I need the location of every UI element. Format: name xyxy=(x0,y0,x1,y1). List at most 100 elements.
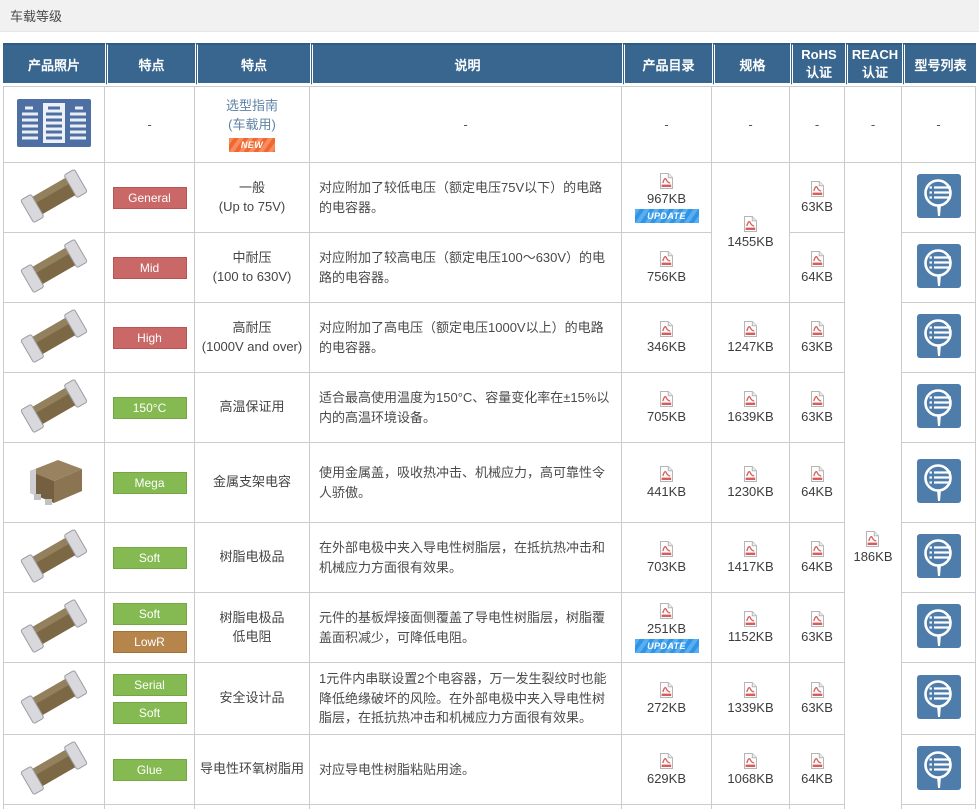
pdf-file-size: 63KB xyxy=(801,409,833,425)
feature-badge-cell: Soft LowR xyxy=(105,593,195,663)
feature-badge-cell xyxy=(105,805,195,809)
feature-name-cell: 安全设计品 xyxy=(195,663,310,735)
rohs-cell: 63KB xyxy=(790,663,845,735)
rohs-pdf-link[interactable]: 64KB xyxy=(801,540,833,575)
spec-cell: 1417KB xyxy=(712,523,790,593)
row-description: 对应附加了较高电压（额定电压100～630V）的电路的电容器。 xyxy=(310,233,622,303)
product-row: Serial Soft 安全设计品 1元件内串联设置2个电容器，万一发生裂纹时也能降低… xyxy=(3,663,976,735)
rohs-pdf-link[interactable]: 64KB xyxy=(801,250,833,285)
spec-pdf-link[interactable]: 1455KB xyxy=(727,215,774,250)
catalog-pdf-link[interactable]: 441KB xyxy=(647,465,686,500)
feature-badge: Soft xyxy=(112,602,187,625)
feature-name-cell: 树脂电极品 xyxy=(195,523,310,593)
feature-badge: Soft xyxy=(112,546,187,569)
pdf-file-size: 63KB xyxy=(801,199,833,215)
catalog-pdf-link[interactable]: 967KB xyxy=(647,172,686,207)
model-list-button[interactable] xyxy=(916,675,961,719)
pdf-icon xyxy=(659,682,673,699)
pdf-icon xyxy=(810,181,824,198)
column-header-product-photo: 产品照片 xyxy=(3,43,105,86)
pdf-icon xyxy=(659,321,673,338)
page-title: 车载等级 xyxy=(10,9,63,24)
pdf-icon xyxy=(743,321,757,338)
pdf-file-size: 272KB xyxy=(646,700,687,716)
spec-pdf-link[interactable]: 1639KB xyxy=(727,390,774,425)
spec-pdf-link[interactable]: 1247KB xyxy=(727,320,774,355)
catalog-pdf-link[interactable]: 251KB xyxy=(647,602,686,637)
rohs-pdf-link[interactable]: 64KB xyxy=(801,752,833,787)
selection-guide-link[interactable]: 选型指南 (车载用) xyxy=(225,98,278,132)
model-list-button[interactable] xyxy=(916,604,961,648)
catalog-pdf-link[interactable]: 629KB xyxy=(647,752,686,787)
section-title-bar: 车载等级 xyxy=(0,0,979,32)
feature-badge-cell: Glue xyxy=(105,735,195,805)
catalog-cell: 629KB xyxy=(622,735,712,805)
capacitor-photo xyxy=(14,529,94,587)
selection-guide-icon[interactable] xyxy=(17,99,91,150)
pdf-file-size: 186KB xyxy=(853,549,893,565)
pdf-icon xyxy=(743,216,757,233)
catalog-pdf-link[interactable]: 703KB xyxy=(647,540,686,575)
spec-pdf-link[interactable]: 1230KB xyxy=(727,465,774,500)
product-photo-cell xyxy=(3,373,105,443)
model-list-cell xyxy=(902,523,976,593)
spec-pdf-link[interactable]: 1152KB xyxy=(728,610,773,645)
feature-badge: Glue xyxy=(112,758,187,781)
catalog-pdf-link[interactable]: 705KB xyxy=(647,390,686,425)
pdf-file-size: 705KB xyxy=(646,409,687,425)
product-row: Mid 中耐压 (100 to 630V) 对应附加了较高电压（额定电压100～63… xyxy=(3,233,976,303)
catalog-cell xyxy=(622,805,712,809)
product-row: Soft LowR 树脂电极品 低电阻 元件的基板焊接面侧覆盖了导电性树脂层，树脂覆盖… xyxy=(3,593,976,663)
spec-cell xyxy=(712,805,790,809)
pdf-icon xyxy=(743,682,757,699)
model-list-button[interactable] xyxy=(916,244,961,288)
pdf-file-size: 703KB xyxy=(646,559,687,575)
row-description: 对应附加了较低电压（额定电压75V以下）的电路的电容器。 xyxy=(310,163,622,233)
rohs-cell xyxy=(790,805,845,809)
reach-pdf-link[interactable]: 186KB xyxy=(853,530,893,565)
pdf-file-size: 1068KB xyxy=(727,771,774,787)
catalog-pdf-link[interactable]: 346KB xyxy=(647,320,686,355)
pdf-icon xyxy=(810,466,824,483)
capacitor-photo xyxy=(14,460,94,515)
feature-badge: 150°C xyxy=(112,396,187,419)
feature-badge-cell: Serial Soft xyxy=(105,663,195,735)
catalog-pdf-link[interactable]: 756KB xyxy=(647,250,686,285)
spec-cell: 1230KB xyxy=(712,443,790,523)
pdf-icon xyxy=(743,391,757,408)
feature-name: 树脂电极品 低电阻 xyxy=(219,609,285,644)
model-list-button[interactable] xyxy=(916,534,961,578)
pdf-file-size: 967KB xyxy=(646,191,687,207)
new-badge: NEW xyxy=(229,137,275,152)
spec-pdf-link[interactable]: 1068KB xyxy=(727,752,774,787)
pdf-file-size: 1639KB xyxy=(727,409,774,425)
rohs-pdf-link[interactable]: 63KB xyxy=(801,180,833,215)
rohs-pdf-link[interactable]: 63KB xyxy=(801,610,833,645)
model-list-button[interactable] xyxy=(916,384,961,428)
pdf-icon xyxy=(659,753,673,770)
spec-cell: 1247KB xyxy=(712,303,790,373)
selection-guide-cell xyxy=(3,86,105,163)
pdf-icon xyxy=(659,466,673,483)
rohs-pdf-link[interactable]: 64KB xyxy=(801,465,833,500)
product-row xyxy=(3,805,976,809)
model-list-button[interactable] xyxy=(916,314,961,358)
rohs-pdf-link[interactable]: 63KB xyxy=(801,390,833,425)
rohs-pdf-link[interactable]: 63KB xyxy=(801,681,833,716)
pdf-icon xyxy=(810,251,824,268)
model-list-button[interactable] xyxy=(916,459,961,503)
table-header: 产品照片 特点 特点 说明 产品目录 规格 RoHS 认证 REACH 认证 型号列表 xyxy=(3,43,976,86)
catalog-pdf-link[interactable]: 272KB xyxy=(647,681,686,716)
model-list-button[interactable] xyxy=(916,174,961,218)
model-list-button[interactable] xyxy=(916,746,961,790)
feature-name-cell: 中耐压 (100 to 630V) xyxy=(195,233,310,303)
guide-reach-cell: - xyxy=(845,86,902,163)
column-header-reach: REACH 认证 xyxy=(845,43,902,86)
model-list-cell xyxy=(902,303,976,373)
product-row: Glue 导电性环氧树脂用 对应导电性树脂粘贴用途。 629KB 1068KB 64KB xyxy=(3,735,976,805)
feature-name: 高温保证用 xyxy=(219,399,285,415)
pdf-file-size: 63KB xyxy=(801,339,833,355)
spec-pdf-link[interactable]: 1417KB xyxy=(727,540,774,575)
spec-pdf-link[interactable]: 1339KB xyxy=(727,681,774,716)
rohs-pdf-link[interactable]: 63KB xyxy=(801,320,833,355)
